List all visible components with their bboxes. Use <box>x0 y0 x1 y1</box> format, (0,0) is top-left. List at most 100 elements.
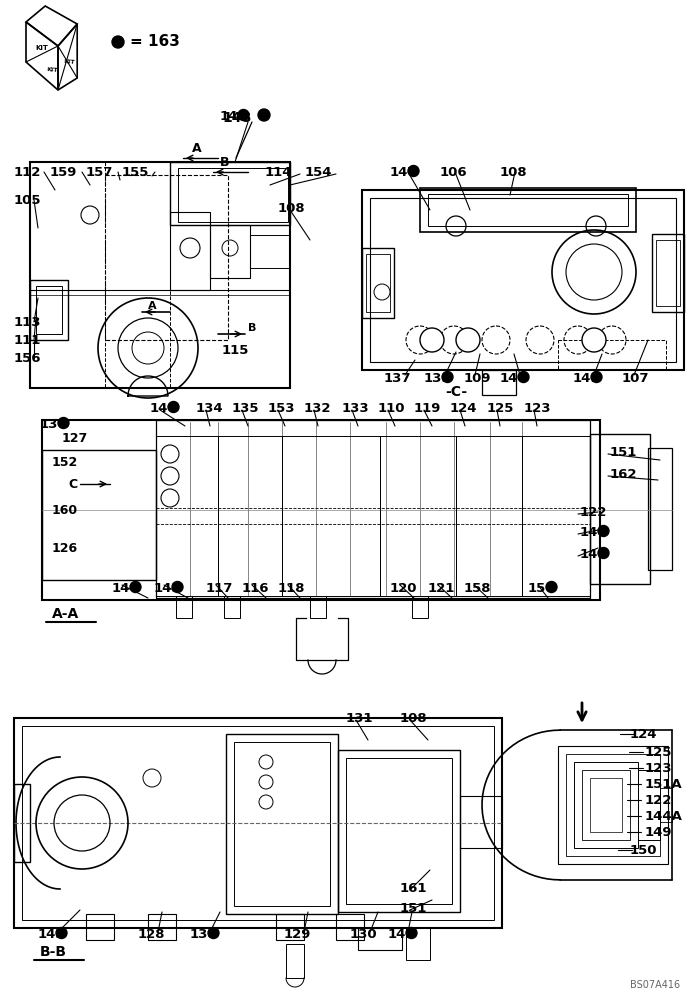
Text: 147: 147 <box>390 165 417 178</box>
Bar <box>362 190 684 370</box>
Bar <box>218 436 282 596</box>
Bar <box>590 434 650 584</box>
Bar <box>156 436 218 596</box>
Bar <box>366 254 390 312</box>
Bar <box>36 286 62 334</box>
Text: A: A <box>192 141 201 154</box>
Text: BS07A416: BS07A416 <box>630 980 680 990</box>
Text: -C-: -C- <box>445 385 467 399</box>
Bar <box>362 248 394 318</box>
Text: 119: 119 <box>414 401 441 414</box>
Bar <box>380 436 456 596</box>
Circle shape <box>58 418 69 428</box>
Bar <box>30 280 68 340</box>
Bar <box>310 596 326 618</box>
Circle shape <box>208 928 219 938</box>
Bar <box>558 746 668 864</box>
Text: 107: 107 <box>622 371 650 384</box>
Text: 155: 155 <box>122 165 149 178</box>
Text: 129: 129 <box>284 928 311 940</box>
Text: 148: 148 <box>222 111 251 125</box>
Bar <box>638 770 660 840</box>
Bar <box>170 162 290 225</box>
Text: 136: 136 <box>40 418 68 430</box>
Text: 151: 151 <box>610 446 637 458</box>
Text: 139: 139 <box>424 371 451 384</box>
Text: 123: 123 <box>645 762 673 774</box>
Bar <box>656 240 680 306</box>
Text: C: C <box>68 478 77 490</box>
Text: 151: 151 <box>400 902 428 914</box>
Circle shape <box>442 371 453 382</box>
Text: 125: 125 <box>645 746 673 758</box>
Bar <box>358 928 402 950</box>
Text: 115: 115 <box>222 344 249 357</box>
Text: 124: 124 <box>450 401 477 414</box>
Text: 161: 161 <box>400 882 428 894</box>
Text: KIT: KIT <box>46 67 58 73</box>
Text: KIT: KIT <box>35 45 48 51</box>
Text: 135: 135 <box>232 401 260 414</box>
Circle shape <box>130 582 141 592</box>
Bar <box>590 778 622 832</box>
Text: 120: 120 <box>390 582 417 594</box>
Text: 143: 143 <box>38 928 66 940</box>
Text: 159: 159 <box>50 165 78 178</box>
Text: 123: 123 <box>524 401 552 414</box>
Text: 105: 105 <box>14 194 42 207</box>
Text: 111: 111 <box>14 334 42 347</box>
Text: 141: 141 <box>573 371 601 384</box>
Text: A-A: A-A <box>52 607 80 621</box>
Text: 133: 133 <box>342 401 370 414</box>
Text: 138: 138 <box>190 928 217 940</box>
Text: 122: 122 <box>580 506 608 518</box>
Text: 110: 110 <box>378 401 406 414</box>
Text: 146: 146 <box>150 401 178 414</box>
Circle shape <box>56 928 67 938</box>
Bar <box>482 370 516 395</box>
Bar <box>170 212 210 290</box>
Text: 124: 124 <box>630 728 657 740</box>
Text: = 163: = 163 <box>130 34 180 49</box>
Bar <box>456 436 522 596</box>
Bar <box>86 914 114 940</box>
Text: 154: 154 <box>305 165 332 178</box>
Text: 127: 127 <box>62 432 89 444</box>
Text: 151A: 151A <box>645 778 682 790</box>
Text: B: B <box>220 155 230 168</box>
Bar <box>178 168 288 222</box>
Text: 144: 144 <box>112 582 140 594</box>
Circle shape <box>168 401 179 412</box>
Text: 128: 128 <box>138 928 165 940</box>
Bar <box>582 770 630 840</box>
Bar <box>282 436 380 596</box>
Circle shape <box>582 328 606 352</box>
Bar <box>336 914 364 940</box>
Circle shape <box>112 36 124 48</box>
Bar <box>234 742 330 906</box>
Text: 137: 137 <box>384 371 412 384</box>
Text: 114: 114 <box>265 165 293 178</box>
Text: B-B: B-B <box>40 945 67 959</box>
Bar <box>210 225 250 278</box>
Text: 152: 152 <box>52 456 78 468</box>
Bar <box>22 726 494 920</box>
Text: 108: 108 <box>400 712 428 724</box>
Text: 131: 131 <box>346 712 374 724</box>
Text: 116: 116 <box>242 582 269 594</box>
Text: 153: 153 <box>268 401 295 414</box>
Bar <box>42 450 156 580</box>
Circle shape <box>591 371 602 382</box>
Text: A: A <box>148 301 156 311</box>
Bar <box>338 750 460 912</box>
Text: 125: 125 <box>487 401 514 414</box>
Circle shape <box>420 328 444 352</box>
Circle shape <box>238 109 249 120</box>
Text: 144A: 144A <box>645 810 683 822</box>
Bar <box>105 175 228 340</box>
Bar <box>522 436 590 596</box>
Circle shape <box>518 371 529 382</box>
Bar <box>346 758 452 904</box>
Circle shape <box>546 582 557 592</box>
Bar <box>648 448 672 570</box>
